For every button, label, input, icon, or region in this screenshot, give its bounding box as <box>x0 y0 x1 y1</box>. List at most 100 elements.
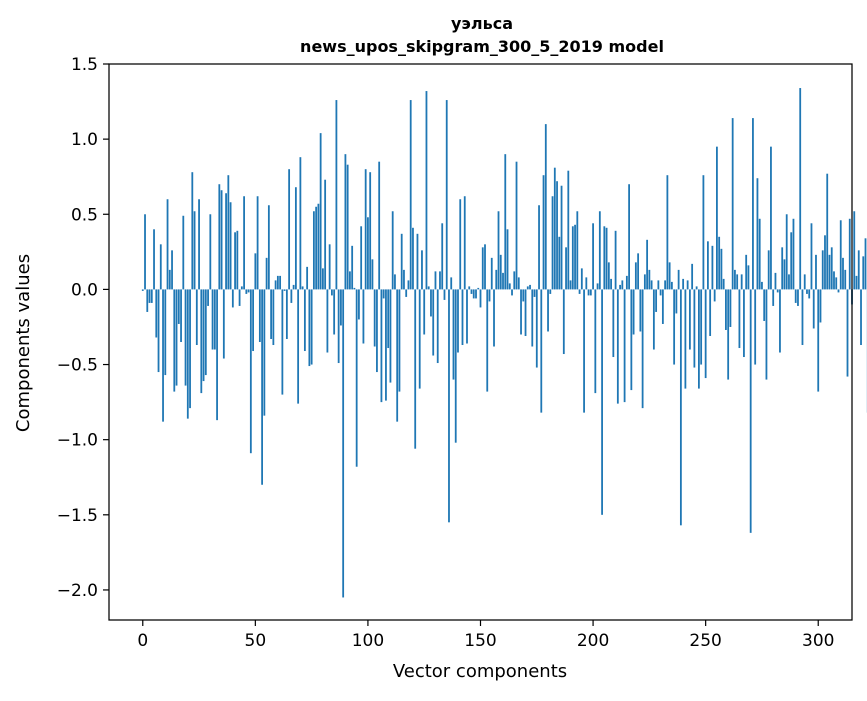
plot-frame <box>109 64 852 620</box>
bar <box>387 289 389 348</box>
bar <box>432 289 434 355</box>
bar <box>462 289 464 345</box>
bar <box>732 118 734 289</box>
bar <box>835 277 837 289</box>
bar <box>354 288 356 290</box>
bar <box>464 196 466 289</box>
bar <box>824 235 826 289</box>
bar <box>281 289 283 394</box>
bar <box>295 187 297 289</box>
bar <box>162 289 164 421</box>
bar <box>637 253 639 289</box>
bar <box>317 204 319 290</box>
bar <box>207 289 209 306</box>
bar <box>603 226 605 289</box>
bar <box>144 214 146 289</box>
y-tick-label: 1.0 <box>71 130 98 150</box>
bar <box>574 225 576 290</box>
bar <box>360 226 362 289</box>
bar <box>709 289 711 336</box>
bar <box>477 288 479 290</box>
bar <box>682 279 684 290</box>
bar <box>723 279 725 290</box>
bar <box>806 289 808 294</box>
bar <box>466 289 468 343</box>
bar <box>684 289 686 388</box>
bar <box>615 231 617 290</box>
bar <box>390 289 392 382</box>
bar <box>480 289 482 307</box>
bar <box>784 259 786 289</box>
x-tick-label: 0 <box>137 631 148 651</box>
bar <box>761 282 763 290</box>
bar <box>511 289 513 295</box>
bar <box>653 289 655 349</box>
bar <box>561 186 563 290</box>
bar <box>608 262 610 289</box>
bar <box>635 262 637 289</box>
bar <box>236 231 238 290</box>
bar <box>594 289 596 393</box>
bar <box>777 289 779 292</box>
bar <box>547 289 549 331</box>
bar <box>687 280 689 289</box>
bar <box>619 285 621 290</box>
bar <box>268 205 270 289</box>
bar <box>770 147 772 290</box>
bar <box>385 289 387 400</box>
bar <box>495 270 497 290</box>
bar <box>664 280 666 289</box>
bar <box>358 289 360 319</box>
bar <box>185 289 187 385</box>
bar <box>498 211 500 289</box>
bar <box>149 289 151 303</box>
bar <box>198 199 200 289</box>
bar <box>730 289 732 327</box>
bar <box>311 289 313 364</box>
bar <box>734 270 736 290</box>
bar <box>455 289 457 442</box>
bar <box>333 289 335 334</box>
bar <box>716 147 718 290</box>
bar <box>504 154 506 289</box>
bar <box>417 234 419 290</box>
bar <box>396 289 398 421</box>
y-tick-label: 1.5 <box>71 55 98 75</box>
bar <box>633 289 635 334</box>
bar <box>446 100 448 289</box>
bar <box>241 286 243 289</box>
bar <box>414 289 416 448</box>
bar <box>180 289 182 342</box>
bar <box>714 289 716 301</box>
bar <box>538 205 540 289</box>
bar <box>205 289 207 375</box>
bar <box>270 289 272 339</box>
bar <box>621 280 623 289</box>
bar <box>329 244 331 289</box>
bar <box>583 289 585 412</box>
bar <box>347 165 349 290</box>
bar <box>408 280 410 289</box>
bar <box>545 124 547 289</box>
bar <box>230 202 232 289</box>
bar <box>698 289 700 388</box>
bar <box>320 133 322 289</box>
bar <box>349 271 351 289</box>
bar <box>327 289 329 352</box>
bar <box>822 250 824 289</box>
bar <box>437 289 439 363</box>
bar <box>750 289 752 532</box>
bar <box>423 289 425 334</box>
bars-group <box>142 88 867 597</box>
bar <box>644 274 646 289</box>
bar <box>293 285 295 290</box>
bar <box>304 289 306 351</box>
bar <box>691 264 693 290</box>
bar <box>513 271 515 289</box>
bar <box>808 289 810 298</box>
x-axis-label: Vector components <box>393 661 567 682</box>
bar <box>552 196 554 289</box>
bar <box>272 289 274 345</box>
x-tick-label: 150 <box>464 631 496 651</box>
